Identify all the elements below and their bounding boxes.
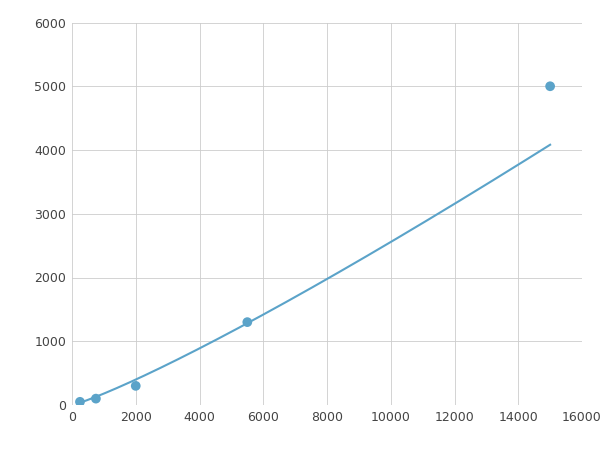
Point xyxy=(242,319,252,326)
Point xyxy=(131,382,140,390)
Point xyxy=(545,83,555,90)
Point xyxy=(75,398,85,405)
Point xyxy=(91,395,101,402)
